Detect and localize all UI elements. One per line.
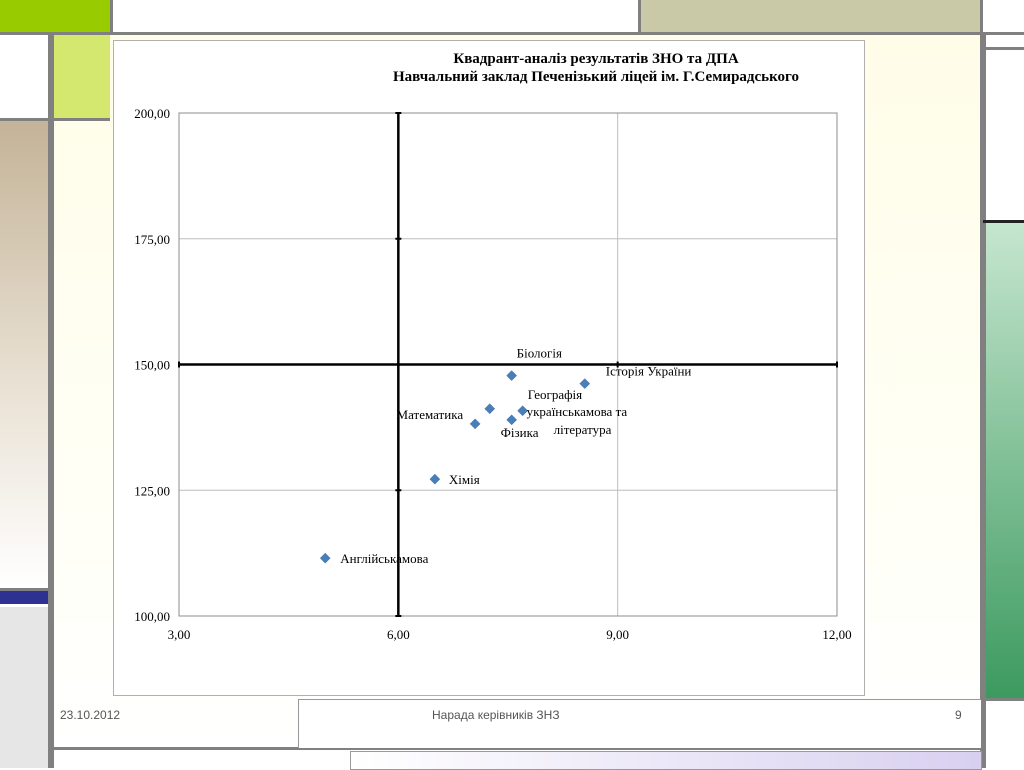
page-number: 9 — [955, 708, 962, 722]
data-point-marker — [506, 414, 518, 426]
data-points: Біологія Історія України Географія українсь… — [319, 346, 692, 566]
footer-title: Нарада керівників ЗНЗ — [432, 708, 560, 722]
top-divider-2 — [638, 0, 641, 50]
left-lime-block — [54, 35, 110, 118]
y-tick-label: 175,00 — [134, 232, 170, 247]
data-point-label: Географія — [528, 387, 582, 402]
footer-box — [298, 699, 981, 748]
top-divider-1 — [110, 0, 113, 35]
data-point-label: Англійськамова — [340, 551, 428, 566]
data-point-label: Історія України — [606, 364, 692, 379]
left-gray-line-h2 — [0, 588, 48, 591]
left-gray-line-v — [48, 35, 54, 768]
data-point-marker — [517, 405, 528, 417]
data-point-marker — [506, 370, 518, 381]
data-point-label: Математика — [397, 407, 464, 422]
left-blue-bar — [0, 591, 48, 604]
top-olive-block — [640, 0, 980, 32]
footer-lavender-bar — [350, 751, 982, 770]
x-tick-label: 3,00 — [168, 627, 191, 642]
x-tick-label: 6,00 — [387, 627, 410, 642]
axis-labels: 100,00 125,00 150,00 175,00 200,00 3,00 6,00 9,… — [134, 106, 851, 642]
left-gray-line-h — [0, 118, 110, 121]
right-gray-line-v — [980, 35, 986, 768]
x-tick-label: 12,00 — [822, 627, 851, 642]
data-point-label: Хімія — [449, 472, 480, 487]
y-tick-label: 200,00 — [134, 106, 170, 121]
quadrant-lines — [178, 112, 838, 617]
data-point-label: Фізика — [501, 425, 539, 440]
scatter-chart: Квадрант-аналіз результатів ЗНО та ДПА Н… — [134, 51, 851, 642]
chart-subtitle: Навчальний заклад Печенізький ліцей ім. … — [393, 69, 799, 85]
y-tick-label: 150,00 — [134, 358, 170, 373]
y-tick-label: 100,00 — [134, 609, 170, 624]
x-tick-label: 9,00 — [606, 627, 629, 642]
footer-gray-line — [54, 747, 986, 750]
data-point-marker — [319, 552, 331, 564]
top-divider-3 — [980, 0, 983, 50]
data-point-marker — [429, 473, 441, 485]
footer-date: 23.10.2012 — [60, 708, 121, 722]
data-point-marker — [484, 403, 496, 415]
data-point-label: Біологія — [517, 346, 562, 361]
chart-title: Квадрант-аналіз результатів ЗНО та ДПА — [453, 51, 739, 67]
data-point-label: література — [554, 422, 612, 437]
chart-panel: Квадрант-аналіз результатів ЗНО та ДПА Н… — [113, 40, 865, 696]
top-left-green-block — [0, 0, 110, 32]
right-gray-line-h — [983, 698, 1024, 701]
left-tan-bar — [0, 121, 48, 588]
y-tick-label: 125,00 — [134, 483, 170, 498]
right-green-bar — [986, 223, 1024, 698]
right-dark-line — [983, 220, 1024, 223]
left-light-gray-bar — [0, 607, 48, 768]
data-point-marker — [469, 418, 481, 430]
top-gray-line — [0, 32, 1024, 35]
data-point-label: українськамова та — [527, 404, 628, 419]
data-point-marker — [579, 378, 591, 389]
